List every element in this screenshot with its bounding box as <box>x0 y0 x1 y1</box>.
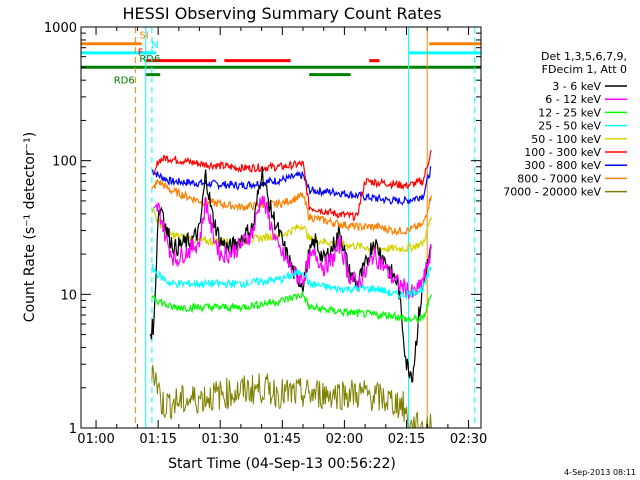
series-line-0 <box>151 166 432 206</box>
series-line-4 <box>149 167 432 383</box>
flag-bar-label-1: N <box>151 40 158 51</box>
flag-bar-label-2: F <box>138 48 144 59</box>
legend: Det 1,3,5,6,7,9,FDecim 1, Att 0 3 - 6 keV… <box>503 50 627 199</box>
legend-entry-label-7: 800 - 7000 keV <box>517 172 601 185</box>
x-tick-label-5: 02:15 <box>388 432 425 447</box>
plot-frame <box>80 26 482 429</box>
flag-bar-label-4: RD6 <box>114 76 135 87</box>
x-axis-label: Start Time (04-Sep-13 00:56:22) <box>168 456 396 472</box>
legend-entry-label-3: 25 - 50 keV <box>538 120 601 133</box>
legend-entry-label-2: 12 - 25 keV <box>538 106 601 119</box>
y-tick-label-0: 1 <box>69 422 77 437</box>
legend-header-1: FDecim 1, Att 0 <box>542 63 627 76</box>
chart-title: HESSI Observing Summary Count Rates <box>122 4 441 23</box>
vertical-markers-layer <box>134 27 476 428</box>
x-tick-label-1: 01:15 <box>139 432 176 447</box>
legend-entry-label-1: 6 - 12 keV <box>545 93 601 106</box>
timestamp-stamp: 4-Sep-2013 08:11 <box>564 468 636 477</box>
series-line-8 <box>151 364 432 429</box>
x-tick-label-3: 01:45 <box>264 432 301 447</box>
legend-entry-label-6: 300 - 800 keV <box>524 159 601 172</box>
x-tick-label-4: 02:00 <box>326 432 363 447</box>
flag-bar-label-0: SI <box>139 31 148 42</box>
y-tick-label-2: 100 <box>52 155 77 170</box>
series-line-7 <box>151 291 432 324</box>
y-tick-label-3: 1000 <box>44 21 77 36</box>
legend-entry-label-4: 50 - 100 keV <box>531 133 601 146</box>
legend-entry-label-5: 100 - 300 keV <box>524 146 601 159</box>
series-layer <box>149 149 432 429</box>
legend-entry-label-0: 3 - 6 keV <box>552 80 601 93</box>
axes-layer: 1 10 100 1000 01:00 01:15 01:30 01:45 02:00 02:15… <box>44 21 487 447</box>
legend-header-0: Det 1,3,5,6,7,9, <box>541 50 627 63</box>
x-tick-label-2: 01:30 <box>201 432 238 447</box>
x-tick-label-0: 01:00 <box>77 432 114 447</box>
series-line-3 <box>151 206 432 254</box>
flag-bar-label-3: RD6 <box>139 54 160 65</box>
y-axis-label: Count Rate (s⁻¹ detector⁻¹) <box>22 132 38 322</box>
y-tick-label-1: 10 <box>60 288 77 303</box>
series-line-1 <box>153 149 432 222</box>
x-tick-label-6: 02:30 <box>450 432 487 447</box>
legend-entry-label-8: 7000 - 20000 keV <box>503 186 601 199</box>
series-line-6 <box>151 263 432 300</box>
series-line-2 <box>151 177 432 237</box>
